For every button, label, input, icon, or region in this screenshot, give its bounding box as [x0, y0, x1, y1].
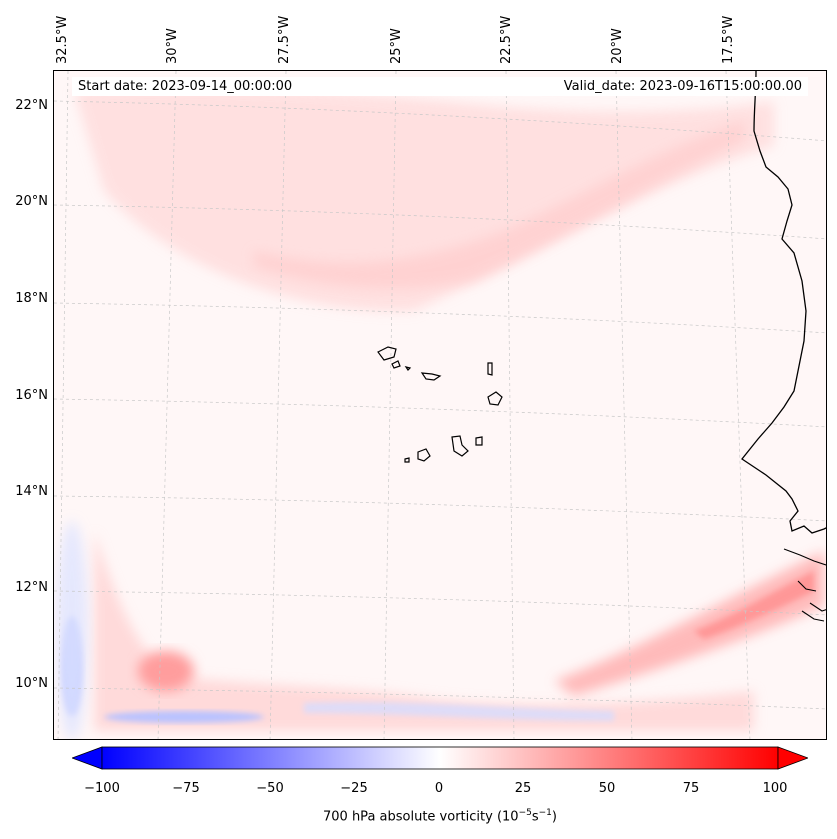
colorbar-title-prefix: 700 hPa absolute vorticity (10 [323, 809, 519, 825]
vorticity-colorbar [72, 746, 808, 770]
lat-label: 10°N [15, 676, 48, 691]
west-africa-coastline [741, 71, 826, 534]
colorbar-tick-label: −50 [256, 781, 284, 796]
colorbar-title-suffix: ) [551, 809, 557, 825]
colorbar-tick-label: 75 [682, 781, 700, 796]
negative-vorticity-south-streak [304, 702, 614, 721]
colorbar-tick-label: −75 [172, 781, 200, 796]
colorbar-max-extension [777, 746, 808, 770]
lat-label: 12°N [15, 580, 48, 595]
lon-label: 22.5°W [499, 15, 514, 64]
negative-vorticity-west-halo [56, 521, 88, 739]
positive-vorticity-southeast-band [554, 551, 824, 696]
lat-label: 14°N [15, 484, 48, 499]
positive-vorticity-band-north-core [254, 121, 744, 289]
lat-label: 16°N [15, 388, 48, 403]
lon-label: 25°W [389, 28, 404, 64]
boa-vista-island [487, 391, 503, 406]
positive-vorticity-south [94, 531, 754, 731]
vorticity-map [53, 70, 827, 740]
vorticity-field [56, 86, 824, 739]
colorbar-tick-label: 25 [514, 781, 532, 796]
colorbar-title-exp1: −5 [518, 808, 532, 818]
santiago-island [451, 435, 469, 457]
lon-label: 32.5°W [55, 15, 70, 64]
colorbar-title-exp2: −1 [538, 808, 552, 818]
negative-vorticity-south-strip [104, 711, 264, 723]
positive-vorticity-band-north [74, 86, 774, 312]
lon-label: 17.5°W [721, 15, 736, 64]
graticule [54, 71, 826, 739]
fogo-island [417, 448, 431, 462]
maio-island [475, 436, 483, 446]
santo-antao-island [377, 346, 397, 361]
positive-vorticity-southeast-core [694, 571, 814, 639]
vorticity-maximum-southwest [138, 651, 194, 691]
start-date-label: Start date: 2023-09-14_00:00:00 [78, 79, 293, 94]
sal-island [487, 362, 493, 376]
sao-nicolau-island [420, 372, 442, 381]
brava-island [404, 457, 410, 463]
map-canvas [54, 71, 826, 739]
lat-label: 20°N [15, 194, 48, 209]
colorbar-tick-label: 0 [434, 781, 444, 796]
cape-verde-islands [377, 346, 503, 463]
sao-vicente-island [391, 360, 401, 369]
date-banner: Start date: 2023-09-14_00:00:00 Valid_da… [72, 77, 808, 96]
valid-date-label: Valid_date: 2023-09-16T15:00:00.00 [563, 79, 802, 94]
colorbar-tick-label: −25 [340, 781, 368, 796]
colorbar-tick-label: 50 [598, 781, 616, 796]
colorbar-title: 700 hPa absolute vorticity (10−5s−1) [0, 808, 837, 824]
colorbar-tick-label: 100 [762, 781, 788, 796]
colorbar-gradient [101, 746, 779, 770]
lon-label: 20°W [610, 28, 625, 64]
lat-label: 18°N [15, 291, 48, 306]
colorbar-min-extension [72, 746, 103, 770]
santa-luzia-island [404, 366, 412, 371]
guinea-bissau-coast [783, 548, 826, 622]
colorbar-title-mid: s [531, 809, 539, 825]
colorbar-tick-label: −100 [84, 781, 120, 796]
lon-label: 30°W [165, 28, 180, 64]
lat-label: 22°N [15, 98, 48, 113]
lon-label: 27.5°W [277, 15, 292, 64]
